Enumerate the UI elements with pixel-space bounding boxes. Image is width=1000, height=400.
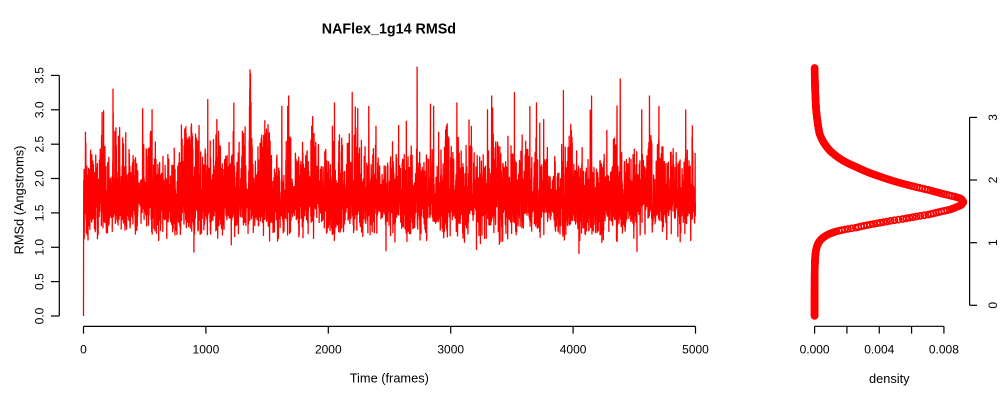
svg-text:3.0: 3.0 — [33, 101, 47, 118]
svg-text:0: 0 — [80, 343, 87, 357]
svg-text:3000: 3000 — [437, 343, 464, 357]
svg-text:density: density — [869, 371, 910, 386]
svg-text:0.000: 0.000 — [800, 343, 830, 357]
svg-text:1.0: 1.0 — [33, 239, 47, 256]
svg-text:2000: 2000 — [315, 343, 342, 357]
svg-text:2: 2 — [986, 176, 1000, 183]
svg-text:NAFlex_1g14 RMSd: NAFlex_1g14 RMSd — [322, 22, 456, 38]
svg-text:0.0: 0.0 — [33, 307, 47, 324]
svg-text:0.5: 0.5 — [33, 273, 47, 290]
svg-text:1.5: 1.5 — [33, 204, 47, 221]
svg-text:3: 3 — [986, 114, 1000, 121]
svg-text:0.004: 0.004 — [864, 343, 894, 357]
svg-text:1: 1 — [986, 239, 1000, 246]
svg-text:4000: 4000 — [560, 343, 587, 357]
svg-text:0.008: 0.008 — [929, 343, 959, 357]
svg-text:2.0: 2.0 — [33, 170, 47, 187]
svg-text:Time (frames): Time (frames) — [350, 371, 429, 386]
svg-text:RMSd (Angstroms): RMSd (Angstroms) — [12, 146, 27, 255]
svg-text:5000: 5000 — [682, 343, 709, 357]
svg-text:2.5: 2.5 — [33, 136, 47, 153]
svg-text:0: 0 — [986, 302, 1000, 309]
svg-text:1000: 1000 — [193, 343, 220, 357]
svg-text:3.5: 3.5 — [33, 67, 47, 84]
